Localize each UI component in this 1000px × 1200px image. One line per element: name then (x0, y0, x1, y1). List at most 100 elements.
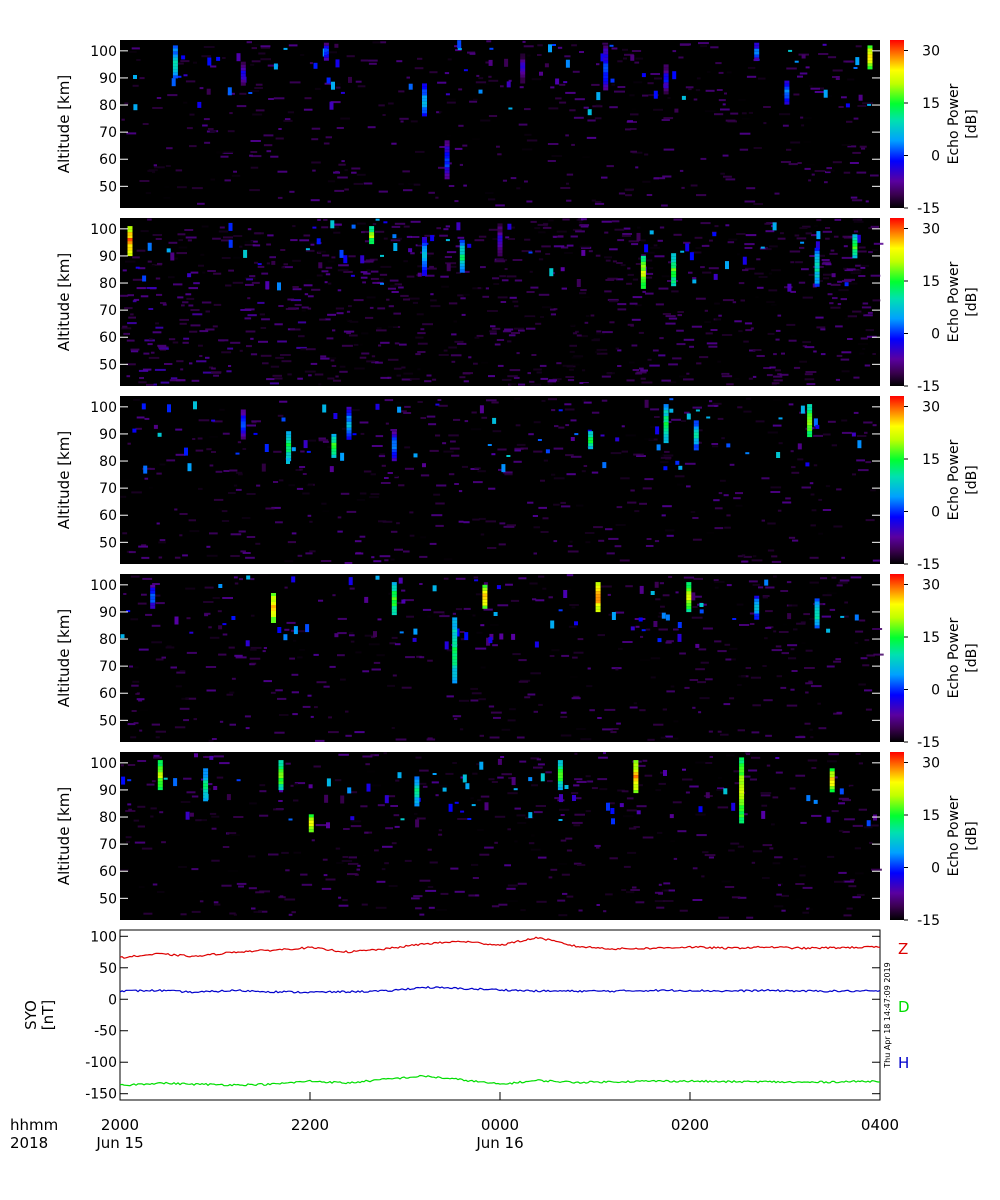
speckle (620, 477, 630, 480)
time-axis-year-label: 2018 (10, 1134, 48, 1152)
speckle (679, 652, 686, 655)
echo-cell (686, 582, 692, 586)
speckle (324, 318, 331, 321)
speckle (330, 101, 341, 104)
series-label-z: Z (898, 940, 908, 958)
speckle (450, 354, 462, 357)
speckle (717, 787, 725, 790)
speckle (461, 465, 468, 468)
speckle (238, 473, 243, 476)
speckle (250, 646, 262, 649)
echo-cell (240, 418, 246, 422)
time-tick-label: 0000 (481, 1116, 519, 1134)
colorbar-tick-label: 15 (922, 452, 940, 468)
speckle (351, 820, 362, 823)
speckle (855, 45, 862, 48)
speckle (501, 279, 509, 282)
echo-cell (391, 446, 397, 450)
speckle (411, 236, 420, 238)
speckle (370, 493, 380, 496)
speckle (346, 510, 357, 513)
echo-cell (633, 760, 639, 764)
speckle (524, 315, 536, 318)
echo-cell (640, 270, 646, 274)
echo-speck (689, 252, 694, 261)
echo-speck (488, 637, 493, 644)
speckle (672, 50, 677, 53)
speckle (714, 586, 719, 589)
speckle (438, 833, 443, 836)
speckle (724, 92, 727, 95)
speckle (475, 593, 487, 596)
echo-speck (787, 283, 792, 292)
echo-cell (784, 92, 790, 96)
echo-feature (497, 223, 503, 257)
speckle (596, 332, 605, 335)
speckle (341, 160, 345, 163)
speckle (471, 863, 479, 866)
speckle (809, 255, 818, 257)
speckle (808, 680, 813, 683)
speckle (382, 520, 393, 523)
echo-speck (692, 279, 697, 284)
speckle (456, 271, 461, 274)
y-tick-label: 60 (99, 330, 117, 346)
echo-speck (142, 275, 147, 282)
echo-speck (669, 398, 674, 401)
speckle (708, 856, 714, 859)
echo-feature (127, 226, 133, 257)
speckle (749, 612, 758, 615)
speckle (363, 182, 373, 185)
speckle (685, 791, 690, 794)
speckle (701, 244, 710, 247)
speckle (610, 452, 622, 455)
echo-feature (391, 582, 397, 616)
speckle (707, 404, 719, 407)
speckle (763, 122, 767, 125)
speckle (626, 797, 634, 800)
speckle (361, 261, 370, 264)
speckle (151, 264, 162, 266)
echo-speck (133, 75, 137, 79)
speckle (561, 505, 571, 508)
speckle (604, 256, 612, 259)
speckle (573, 797, 582, 800)
speckle (571, 697, 581, 700)
y-tick-label: 80 (99, 276, 117, 292)
speckle (518, 659, 527, 662)
speckle (406, 235, 412, 238)
echo-cell (814, 601, 820, 605)
speckle (581, 246, 592, 249)
speckle (397, 601, 405, 604)
speckle (454, 340, 464, 343)
speckle (790, 290, 796, 293)
speckle (207, 270, 216, 272)
speckle (417, 351, 426, 353)
speckle (439, 615, 450, 618)
speckle (155, 277, 161, 280)
speckle (341, 860, 353, 862)
echo-speck (499, 633, 504, 640)
speckle (476, 74, 480, 77)
speckle (575, 330, 579, 333)
speckle (795, 261, 803, 264)
colorbar-tick-label: 15 (922, 274, 940, 290)
speckle (528, 842, 535, 845)
speckle (314, 87, 321, 90)
speckle (235, 656, 247, 659)
speckle (538, 231, 546, 234)
echo-cell (459, 269, 465, 273)
echo-cell (633, 784, 639, 788)
speckle (829, 302, 834, 305)
speckle (250, 337, 254, 340)
speckle (666, 690, 675, 693)
speckle (347, 873, 358, 876)
speckle (372, 41, 381, 44)
plot-timestamp: Thu Apr 18 14:47:09 2019 (883, 962, 892, 1069)
speckle (446, 134, 452, 137)
speckle (780, 686, 787, 689)
speckle (490, 325, 496, 328)
speckle (606, 552, 615, 555)
speckle (820, 328, 826, 331)
speckle (589, 709, 595, 712)
